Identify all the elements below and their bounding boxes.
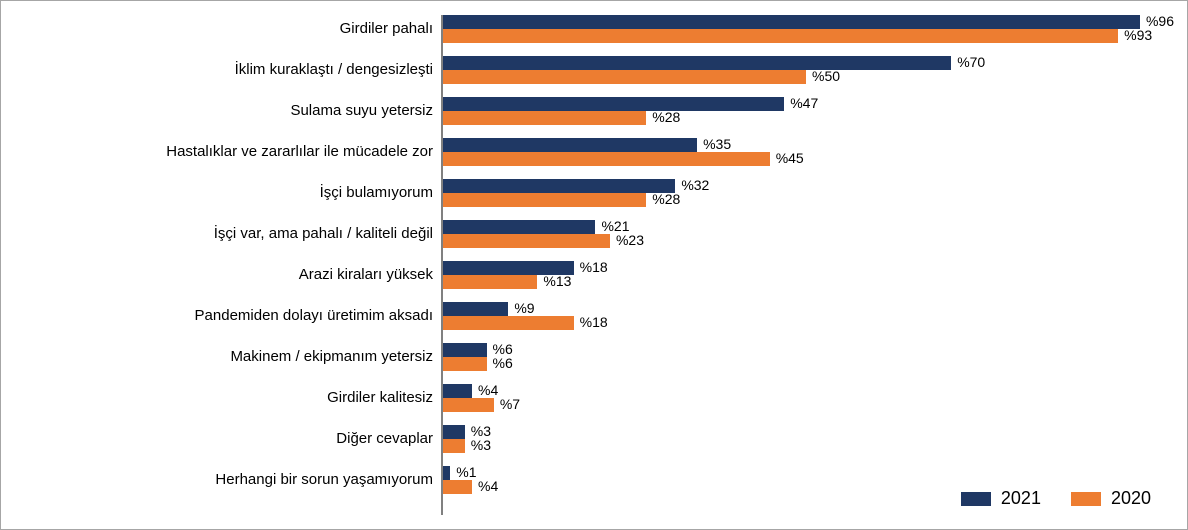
value-label: %47 — [790, 95, 818, 111]
legend: 2021 2020 — [961, 488, 1151, 509]
category-label: Sulama suyu yetersiz — [290, 102, 433, 119]
bar — [443, 384, 472, 398]
bar — [443, 275, 537, 289]
value-label: %1 — [456, 464, 476, 480]
category-label: İşçi bulamıyorum — [320, 184, 433, 201]
bar — [443, 439, 465, 453]
bar — [443, 97, 784, 111]
value-label: %70 — [957, 54, 985, 70]
bar — [443, 220, 595, 234]
category-label: Hastalıklar ve zararlılar ile mücadele z… — [166, 143, 433, 160]
plot-area: %96%93%70%50%47%28%35%45%32%28%21%23%18%… — [441, 15, 1165, 515]
value-label: %93 — [1124, 27, 1152, 43]
bar — [443, 56, 951, 70]
category-label: Diğer cevaplar — [336, 430, 433, 447]
category-label: İklim kuraklaştı / dengesizleşti — [235, 61, 433, 78]
category-label: Girdiler kalitesiz — [327, 389, 433, 406]
chart-frame: Girdiler pahalı İklim kuraklaştı / denges… — [0, 0, 1188, 530]
category-label: Makinem / ekipmanım yetersiz — [230, 348, 433, 365]
bar — [443, 193, 646, 207]
bar — [443, 70, 806, 84]
bar — [443, 398, 494, 412]
value-label: %4 — [478, 382, 498, 398]
value-label: %23 — [616, 232, 644, 248]
value-label: %9 — [514, 300, 534, 316]
bar — [443, 466, 450, 480]
legend-swatch-2021 — [961, 492, 991, 506]
bar — [443, 179, 675, 193]
category-label: Pandemiden dolayı üretimim aksadı — [195, 307, 433, 324]
category-label: İşçi var, ama pahalı / kaliteli değil — [214, 225, 433, 242]
value-label: %6 — [493, 355, 513, 371]
value-label: %28 — [652, 191, 680, 207]
category-label: Herhangi bir sorun yaşamıyorum — [215, 471, 433, 488]
value-label: %50 — [812, 68, 840, 84]
bar — [443, 15, 1140, 29]
value-label: %28 — [652, 109, 680, 125]
legend-label-2020: 2020 — [1111, 488, 1151, 509]
bar — [443, 425, 465, 439]
category-labels: Girdiler pahalı İklim kuraklaştı / denges… — [1, 15, 433, 515]
bar — [443, 357, 487, 371]
bar — [443, 138, 697, 152]
value-label: %4 — [478, 478, 498, 494]
value-label: %13 — [543, 273, 571, 289]
bar — [443, 480, 472, 494]
category-label: Girdiler pahalı — [340, 20, 433, 37]
value-label: %18 — [580, 314, 608, 330]
bar — [443, 111, 646, 125]
bar — [443, 152, 770, 166]
value-label: %35 — [703, 136, 731, 152]
bar — [443, 343, 487, 357]
value-label: %3 — [471, 437, 491, 453]
bar — [443, 29, 1118, 43]
category-label: Arazi kiraları yüksek — [299, 266, 433, 283]
value-label: %7 — [500, 396, 520, 412]
legend-swatch-2020 — [1071, 492, 1101, 506]
value-label: %45 — [776, 150, 804, 166]
legend-item-2020: 2020 — [1071, 488, 1151, 509]
legend-item-2021: 2021 — [961, 488, 1041, 509]
value-label: %18 — [580, 259, 608, 275]
bar — [443, 302, 508, 316]
bar — [443, 316, 574, 330]
value-label: %32 — [681, 177, 709, 193]
legend-label-2021: 2021 — [1001, 488, 1041, 509]
bar — [443, 234, 610, 248]
